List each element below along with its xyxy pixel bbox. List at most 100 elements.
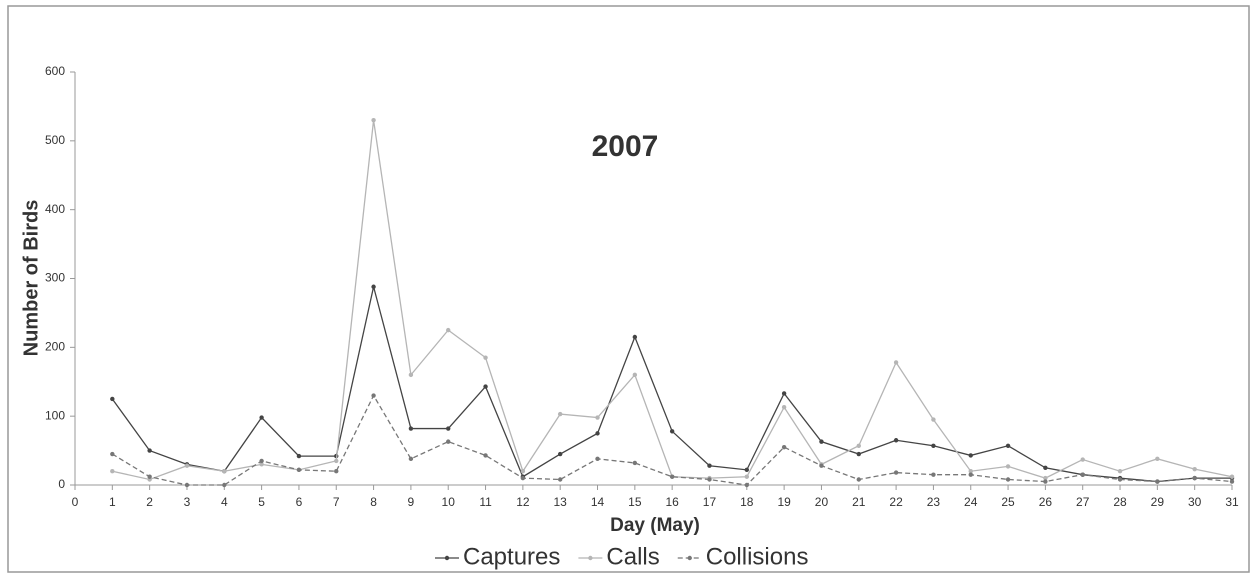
point	[968, 453, 973, 458]
point	[632, 460, 638, 466]
point	[371, 284, 376, 289]
point	[371, 117, 376, 123]
point	[1117, 477, 1123, 482]
point	[595, 431, 600, 436]
x-tick-label: 16	[665, 495, 679, 509]
point	[744, 482, 750, 488]
x-tick-label: 23	[927, 495, 941, 509]
x-tick-label: 0	[72, 495, 79, 509]
point	[1229, 479, 1235, 484]
x-tick-label: 4	[221, 495, 228, 509]
point	[781, 391, 787, 396]
x-tick-label: 8	[370, 495, 377, 509]
point	[595, 456, 600, 462]
x-tick-label: 18	[740, 495, 754, 509]
x-axis-label: Day (May)	[610, 515, 700, 536]
x-tick-label: 15	[628, 495, 642, 509]
x-tick-label: 19	[777, 495, 791, 509]
point	[893, 438, 899, 443]
y-tick-label: 400	[45, 202, 65, 216]
point	[968, 472, 973, 477]
legend-label: Calls	[606, 543, 659, 570]
point	[334, 469, 339, 474]
point	[408, 372, 414, 378]
point	[893, 470, 899, 475]
point	[1155, 456, 1160, 462]
point	[334, 458, 339, 464]
point	[408, 426, 414, 431]
legend-marker	[444, 555, 450, 561]
x-tick-label: 3	[184, 495, 191, 509]
point	[259, 458, 264, 464]
y-tick-label: 200	[45, 340, 65, 354]
point	[296, 453, 302, 459]
point	[446, 439, 451, 444]
y-tick-label: 500	[45, 133, 65, 147]
point	[1043, 465, 1048, 470]
point	[1005, 464, 1011, 469]
point	[595, 415, 600, 420]
x-tick-label: 6	[296, 495, 303, 509]
x-tick-label: 5	[258, 495, 265, 509]
y-tick-label: 300	[45, 271, 65, 285]
x-tick-label: 27	[1076, 495, 1090, 509]
x-tick-label: 26	[1039, 495, 1053, 509]
point	[184, 463, 190, 468]
x-tick-label: 30	[1188, 495, 1202, 509]
x-tick-label: 11	[479, 495, 492, 509]
point	[744, 467, 750, 473]
series-line	[112, 120, 1233, 481]
point	[520, 475, 526, 481]
x-tick-label: 20	[815, 495, 829, 509]
point	[632, 334, 638, 340]
point	[781, 405, 787, 410]
x-tick-label: 7	[333, 495, 340, 509]
point	[856, 477, 861, 482]
point	[1192, 466, 1197, 472]
point	[110, 469, 115, 474]
legend-label: Captures	[463, 543, 560, 570]
legend-label: Collisions	[706, 543, 809, 570]
x-tick-label: 10	[442, 495, 456, 509]
point	[819, 439, 824, 444]
point	[968, 469, 973, 474]
x-tick-label: 22	[889, 495, 903, 509]
x-tick-label: 13	[554, 495, 568, 509]
point	[632, 372, 638, 378]
point	[931, 472, 936, 477]
x-tick-label: 1	[109, 495, 116, 509]
y-tick-label: 100	[45, 408, 65, 422]
point	[483, 355, 488, 360]
point	[1080, 457, 1085, 462]
point	[296, 467, 302, 473]
x-tick-label: 9	[408, 495, 415, 509]
point	[707, 463, 712, 468]
point	[1043, 479, 1048, 484]
x-tick-label: 12	[516, 495, 530, 509]
point	[856, 451, 861, 457]
x-tick-label: 31	[1225, 495, 1239, 509]
point	[110, 396, 115, 402]
point	[669, 429, 675, 434]
point	[259, 462, 264, 467]
point	[483, 384, 488, 389]
point	[1005, 443, 1011, 448]
point	[819, 463, 824, 468]
point	[557, 451, 563, 457]
point	[222, 482, 227, 488]
x-tick-label: 24	[964, 495, 978, 509]
point	[781, 444, 787, 450]
x-tick-label: 14	[591, 495, 605, 509]
x-tick-label: 25	[1001, 495, 1015, 509]
point	[222, 469, 227, 474]
point	[483, 453, 488, 458]
point	[1117, 469, 1123, 474]
point	[1005, 477, 1011, 482]
point	[371, 393, 376, 398]
point	[1229, 474, 1235, 479]
x-tick-label: 29	[1151, 495, 1165, 509]
point	[1192, 475, 1197, 481]
legend-marker	[588, 555, 593, 561]
x-tick-label: 28	[1113, 495, 1127, 509]
